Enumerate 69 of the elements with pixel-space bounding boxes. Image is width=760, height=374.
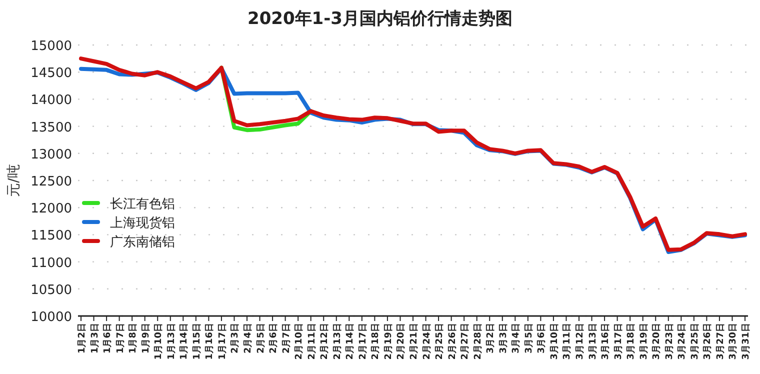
- x-tick-label: 2月26日: [446, 323, 458, 360]
- chart-title: 2020年1-3月国内铝价行情走势图: [247, 9, 513, 29]
- y-tick-label: 11000: [30, 256, 72, 271]
- x-tick-label: 1月14日: [178, 323, 190, 360]
- x-tick-label: 1月15日: [191, 323, 202, 360]
- x-tick-label: 3月23日: [664, 323, 675, 360]
- x-tick-label: 1月17日: [216, 323, 228, 360]
- x-tick-label: 2月5日: [255, 323, 266, 354]
- x-tick-label: 3月10日: [548, 323, 560, 360]
- x-tick-label: 2月10日: [294, 323, 305, 360]
- y-tick-label: 12500: [30, 174, 72, 190]
- x-tick-label: 3月26日: [702, 323, 714, 360]
- x-tick-label: 3月19日: [638, 323, 650, 360]
- y-tick-label: 10000: [30, 310, 72, 325]
- x-tick-label: 1月7日: [114, 323, 126, 354]
- x-tick-label: 2月21日: [408, 323, 420, 360]
- x-tick-label: 2月28日: [472, 323, 484, 360]
- y-tick-label: 13000: [30, 147, 72, 162]
- x-tick-label: 2月25日: [434, 323, 446, 360]
- x-tick-label: 3月30日: [728, 323, 739, 360]
- x-tick-label: 1月13日: [166, 323, 177, 360]
- y-tick-label: 10500: [30, 282, 72, 298]
- x-tick-label: 2月12日: [319, 323, 330, 360]
- x-tick-label: 2月4日: [242, 323, 254, 354]
- x-tick-label: 3月12日: [574, 323, 586, 360]
- x-tick-label: 1月8日: [128, 323, 139, 354]
- x-tick-label: 1月16日: [204, 323, 216, 360]
- x-tick-label: 3月18日: [626, 323, 637, 360]
- x-tick-label: 2月14日: [344, 323, 356, 360]
- legend-label: 长江有色铝: [110, 197, 175, 212]
- legend-label: 广东南储铝: [110, 235, 175, 250]
- x-tick-label: 3月16日: [600, 323, 612, 360]
- x-tick-label: 3月17日: [612, 323, 624, 360]
- x-tick-label: 3月13日: [587, 323, 598, 360]
- x-tick-label: 2月13日: [332, 323, 343, 360]
- y-tick-label: 12000: [30, 202, 72, 217]
- x-tick-label: 2月17日: [357, 323, 368, 360]
- x-tick-label: 3月6日: [536, 323, 548, 354]
- x-tick-label: 3月24日: [676, 323, 688, 360]
- y-tick-label: 15000: [30, 39, 72, 54]
- x-tick-label: 3月4日: [510, 323, 522, 354]
- x-tick-label: 3月31日: [740, 323, 752, 360]
- x-tick-label: 3月25日: [689, 323, 700, 360]
- x-tick-label: 2月3日: [230, 323, 241, 354]
- x-tick-label: 2月20日: [396, 323, 407, 360]
- y-tick-label: 11500: [30, 228, 72, 244]
- x-tick-label: 2月18日: [370, 323, 382, 360]
- x-tick-label: 2月27日: [460, 323, 471, 360]
- x-tick-label: 1月9日: [140, 323, 152, 354]
- x-tick-label: 1月3日: [89, 323, 100, 354]
- x-tick-label: 1月10日: [153, 323, 164, 360]
- x-tick-label: 3月11日: [562, 323, 573, 360]
- y-tick-label: 14000: [30, 93, 72, 108]
- x-tick-label: 2月19日: [382, 323, 394, 360]
- x-tick-label: 1月2日: [76, 323, 88, 354]
- y-tick-label: 13500: [30, 120, 72, 136]
- x-tick-label: 3月5日: [523, 323, 534, 354]
- x-tick-label: 2月7日: [280, 323, 292, 354]
- x-tick-label: 3月2日: [485, 323, 496, 354]
- x-tick-label: 2月6日: [268, 323, 280, 354]
- x-tick-label: 3月20日: [651, 323, 662, 360]
- y-tick-label: 14500: [30, 66, 72, 82]
- x-tick-label: 1月6日: [102, 323, 114, 354]
- x-tick-label: 3月3日: [498, 323, 509, 354]
- x-tick-label: 3月27日: [714, 323, 726, 360]
- legend-label: 上海现货铝: [110, 216, 175, 231]
- y-axis-title: 元/吨: [6, 164, 22, 197]
- x-tick-label: 2月24日: [421, 323, 432, 360]
- x-tick-label: 2月11日: [306, 323, 318, 360]
